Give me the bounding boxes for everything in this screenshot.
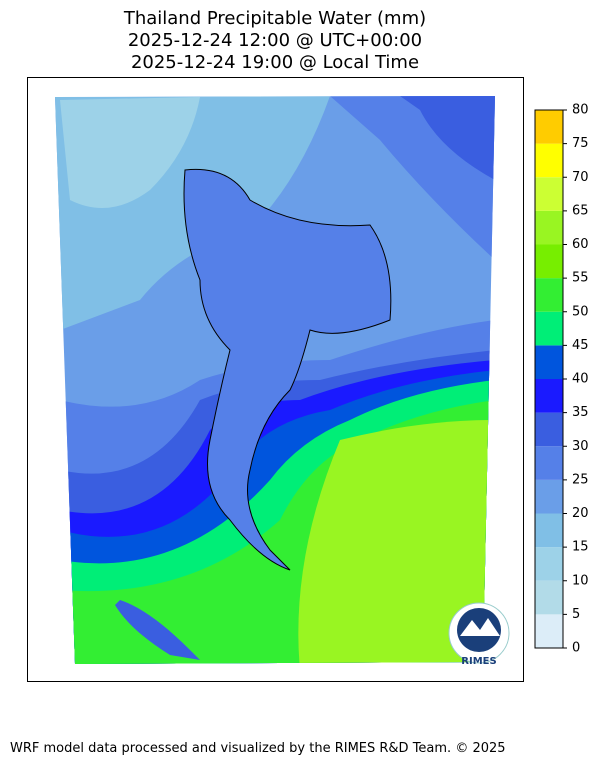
colorbar-tick-label: 75 [572,136,589,151]
colorbar-tick-label: 55 [572,271,589,286]
colorbar-band [535,446,563,480]
colorbar-band [535,479,563,514]
colorbar-band [535,580,563,615]
colorbar-tick-label: 35 [572,405,589,420]
colorbar-tick-label: 40 [572,372,589,387]
colorbar-tick-label: 80 [572,103,589,118]
logo: RIMES [448,602,510,667]
colorbar-tick-label: 30 [572,439,589,454]
title-line: Thailand Precipitable Water (mm) [123,8,426,29]
logo-text: RIMES [461,656,496,667]
title-line: 2025-12-24 12:00 @ UTC+00:00 [128,30,422,51]
colorbar-band [535,614,563,648]
colorbar-tick-label: 0 [572,641,580,656]
colorbar-band [535,513,563,548]
colorbar-band [535,412,563,447]
colorbar-band [535,311,563,346]
colorbar-tick-label: 60 [572,237,589,252]
footer: WRF model data processed and visualized … [10,741,506,756]
colorbar-tick-label: 5 [572,607,580,622]
colorbar-band [535,210,563,245]
colorbar-band [535,244,563,279]
colorbar-tick-label: 10 [572,573,589,588]
colorbar-tick-label: 20 [572,506,589,521]
title-line: 2025-12-24 19:00 @ Local Time [131,52,419,73]
colorbar-tick-label: 70 [572,170,589,185]
colorbar-tick-label: 45 [572,338,589,353]
colorbar-band [535,345,563,379]
colorbar-tick-label: 65 [572,203,589,218]
colorbar-band [535,278,563,312]
colorbar-band [535,547,563,581]
colorbar-tick-label: 50 [572,304,589,319]
colorbar-band [535,143,563,178]
colorbar: 0 5 10 15 20 25 30 35 40 45 50 55 60 65 70 75 80 [534,103,589,656]
colorbar-band [535,177,563,211]
colorbar-band [535,379,563,413]
map-field [55,96,495,664]
colorbar-band [535,110,563,144]
colorbar-tick-label: 15 [572,540,589,555]
colorbar-tick-label: 25 [572,472,589,487]
